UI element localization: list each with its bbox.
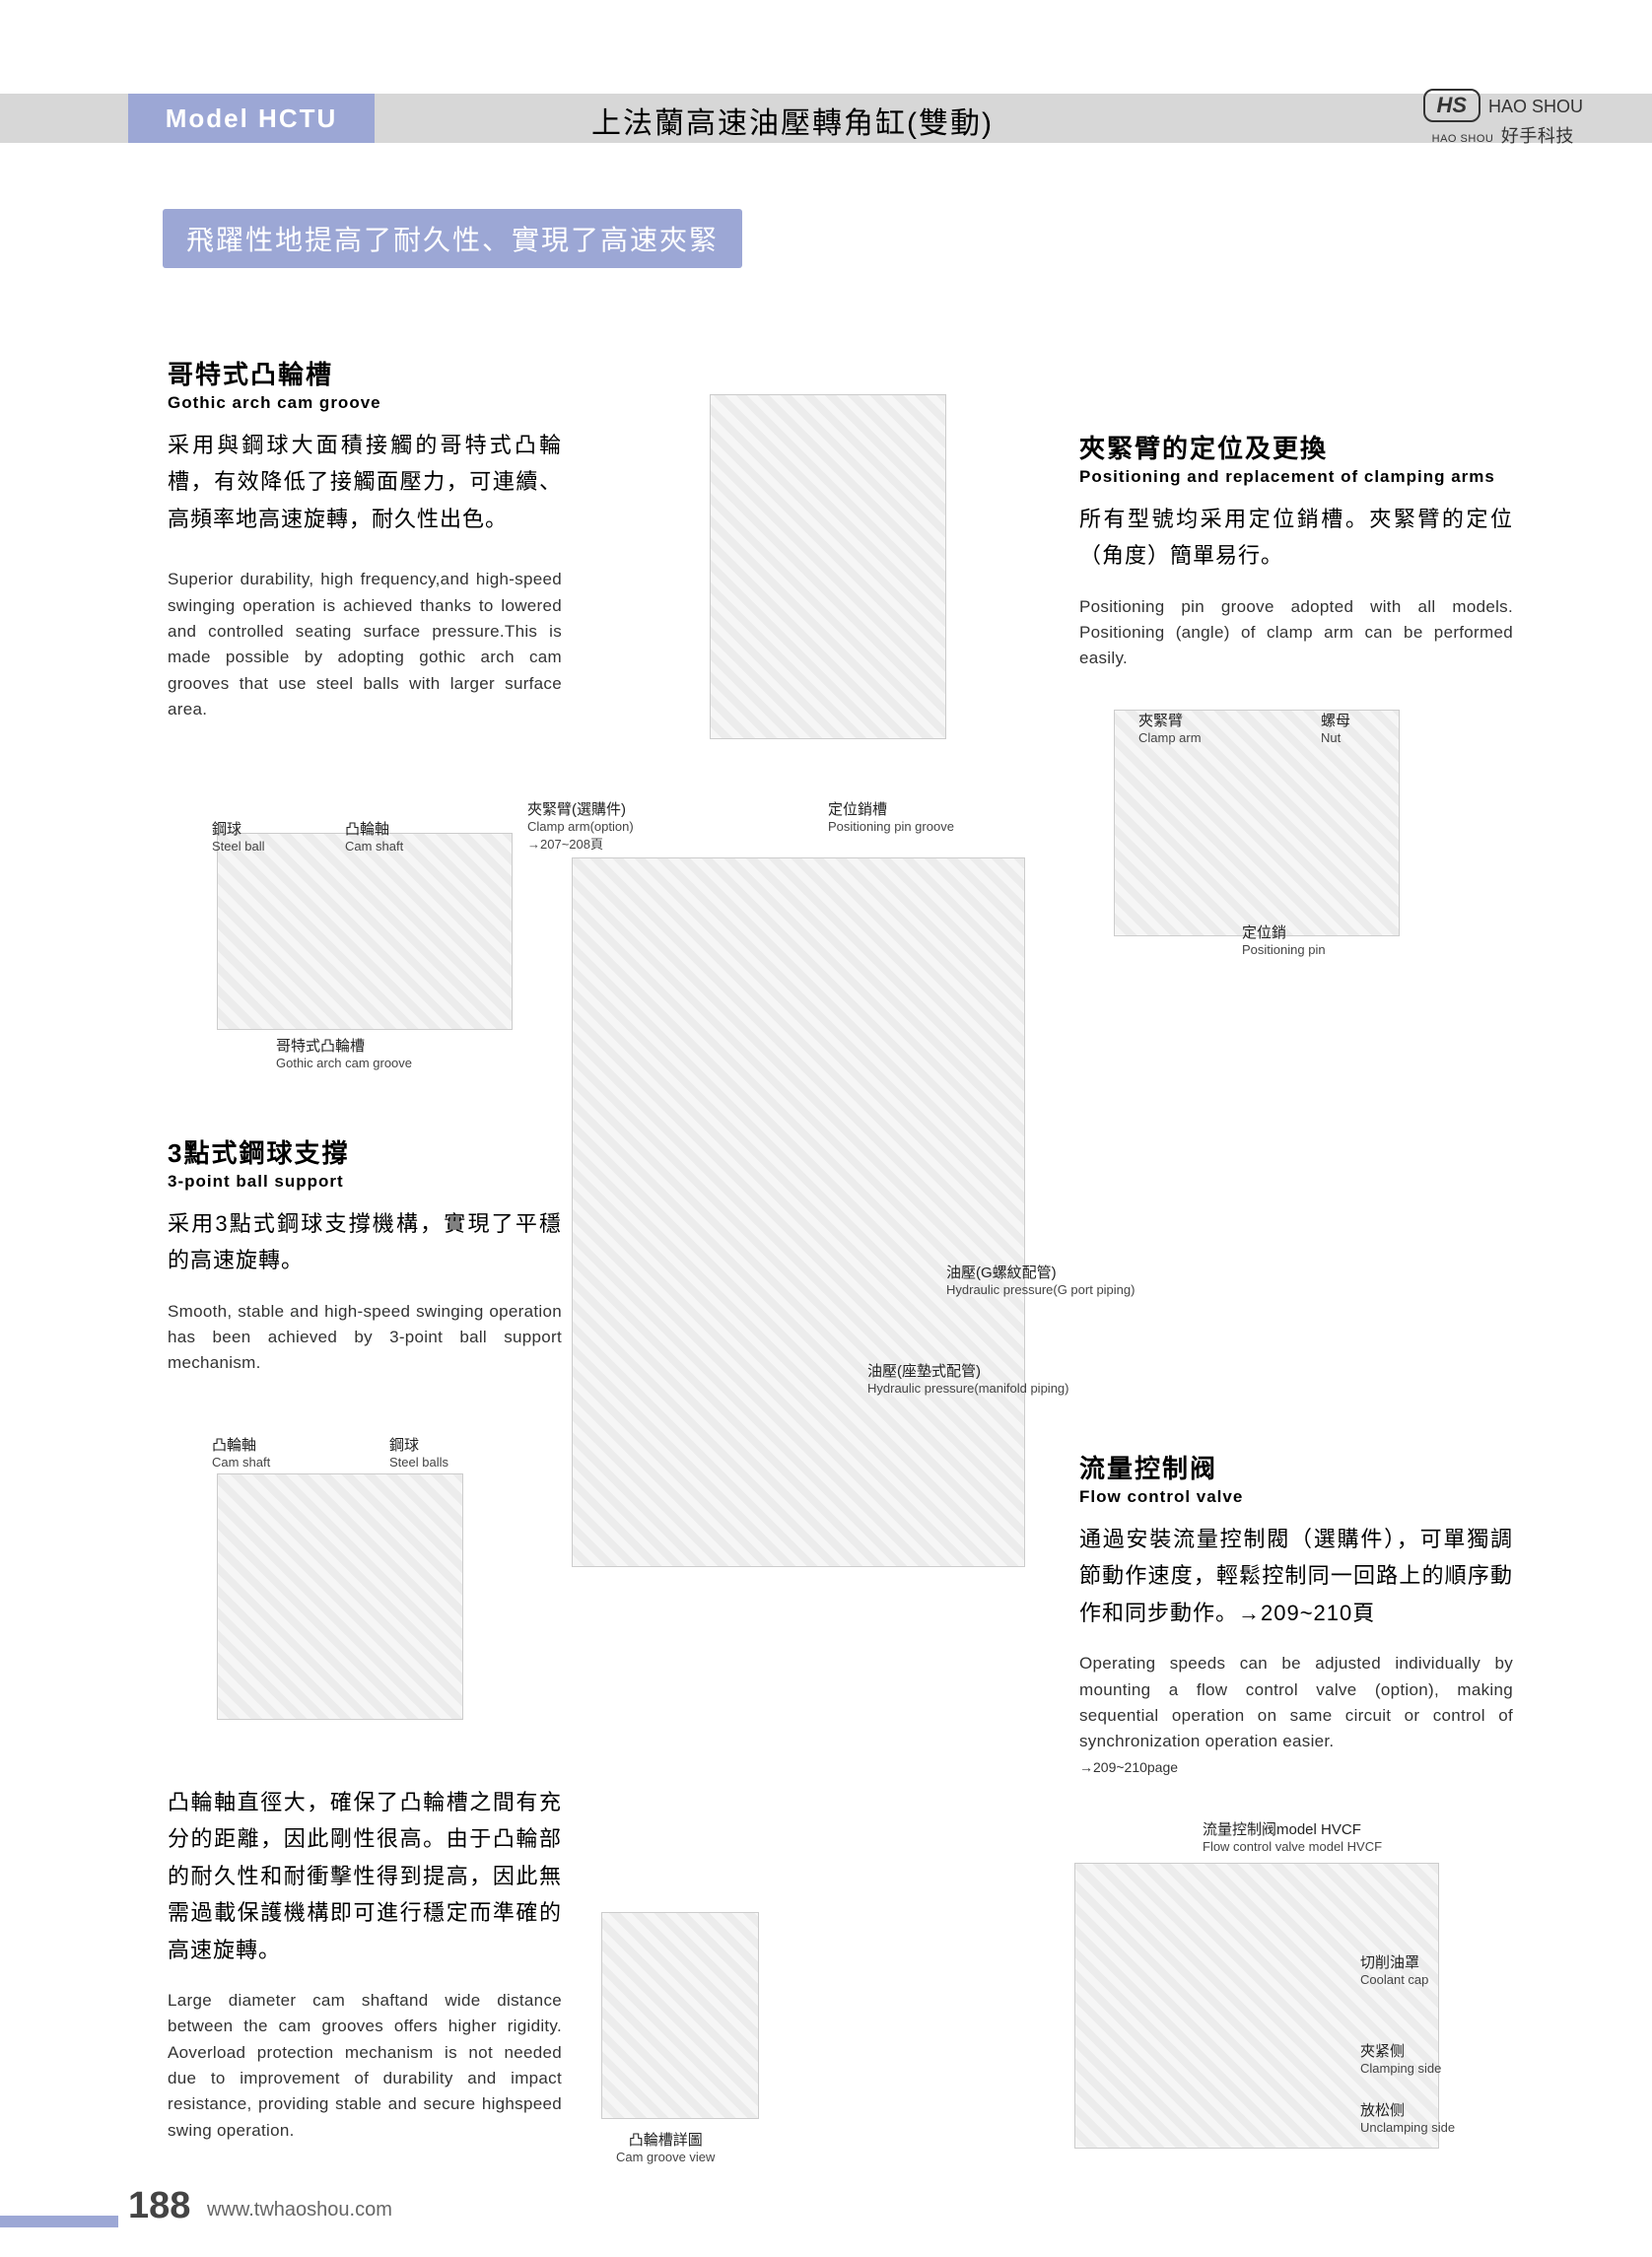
label-cam-shaft-en: Cam shaft [345,839,403,854]
label-clamp-side-cn: 夾紧侧 [1360,2043,1405,2060]
label-positioning-groove: 定位銷槽 Positioning pin groove [828,798,954,834]
label-gothic-groove: 哥特式凸輪槽 Gothic arch cam groove [276,1035,412,1070]
label-cam-shaft-2-en: Cam shaft [212,1455,270,1470]
brand-side: HAO SHOU [1488,97,1583,116]
label-clamp-arm-en: Clamp arm [1138,730,1202,745]
three-point-title-en: 3-point ball support [168,1172,562,1192]
label-unclamp-side-cn: 放松侧 [1360,2102,1405,2119]
label-steel-balls-en: Steel balls [389,1455,448,1470]
label-steel-balls-cn: 鋼球 [389,1437,419,1454]
label-cam-groove-view: 凸輪槽詳圖 Cam groove view [616,2129,715,2164]
label-cam-groove-view-en: Cam groove view [616,2150,715,2164]
cam-shaft-para-cn: 凸輪軸直徑大，確保了凸輪槽之間有充分的距離，因此剛性很高。由于凸輪部的耐久性和耐… [168,1784,562,1968]
label-cam-shaft-cn: 凸輪軸 [345,821,389,838]
label-hyd-g-cn: 油壓(G螺紋配管) [946,1265,1057,1281]
brand-sub: HAO SHOU 好手科技 [1423,122,1583,148]
footer-url: www.twhaoshou.com [207,2199,392,2222]
label-hyd-manifold-cn: 油壓(座墊式配管) [867,1363,981,1380]
flow-note: →209~210page [1079,1759,1513,1775]
three-point-para-en: Smooth, stable and high-speed swinging o… [168,1299,562,1377]
label-cam-groove-view-cn: 凸輪槽詳圖 [629,2132,703,2149]
label-coolant-cap: 切削油罩 Coolant cap [1360,1951,1428,1987]
page-title: 上法蘭高速油壓轉角缸(雙動) [591,99,994,142]
product-photo [710,394,946,739]
three-point-diagram [217,1473,463,1720]
label-clamp-arm-opt-note: →207~208頁 [527,834,634,853]
label-positioning-pin: 定位銷 Positioning pin [1242,922,1326,957]
clamp-pos-title-cn: 夾緊臂的定位及更換 [1079,429,1513,465]
label-hyd-g: 油壓(G螺紋配管) Hydraulic pressure(G port pipi… [946,1262,1135,1297]
footer-stripe [0,2216,118,2227]
section-gothic: 哥特式凸輪槽 Gothic arch cam groove 采用與鋼球大面積接觸… [168,355,562,722]
three-point-para-cn: 采用3點式鋼球支撐機構，實現了平穩的高速旋轉。 [168,1205,562,1279]
gothic-para-en: Superior durability, high frequency,and … [168,567,562,722]
label-hyd-manifold-en: Hydraulic pressure(manifold piping) [867,1381,1068,1396]
label-steel-ball: 鋼球 Steel ball [212,818,264,854]
label-hvcf-cn: 流量控制阀model HVCF [1203,1821,1361,1838]
label-clamp-arm-opt-en: Clamp arm(option) [527,819,634,834]
label-clamp-arm-cn: 夾緊臂 [1138,713,1183,729]
clamp-pos-para-cn: 所有型號均采用定位銷槽。夾緊臂的定位（角度）簡單易行。 [1079,501,1513,575]
three-point-title-cn: 3點式鋼球支撐 [168,1133,562,1170]
label-gothic-groove-cn: 哥特式凸輪槽 [276,1038,365,1055]
label-unclamp-side-en: Unclamping side [1360,2120,1455,2135]
gothic-title-en: Gothic arch cam groove [168,393,562,413]
label-steel-balls: 鋼球 Steel balls [389,1434,448,1470]
gothic-para-cn: 采用與鋼球大面積接觸的哥特式凸輪槽，有效降低了接觸面壓力，可連續、高頻率地高速旋… [168,427,562,537]
section-three-point: 3點式鋼球支撐 3-point ball support 采用3點式鋼球支撐機構… [168,1133,562,1377]
label-clamp-arm-opt: 夾緊臂(選購件) Clamp arm(option) →207~208頁 [527,798,634,853]
label-clamp-side-en: Clamping side [1360,2061,1441,2076]
page-number: 188 [128,2185,190,2227]
cam-shaft-para-en: Large diameter cam shaftand wide distanc… [168,1988,562,2144]
clamp-pos-title-en: Positioning and replacement of clamping … [1079,467,1513,487]
label-positioning-pin-en: Positioning pin [1242,942,1326,957]
brand-cn: 好手科技 [1501,126,1574,146]
main-section-drawing [572,857,1025,1567]
label-clamp-side: 夾紧侧 Clamping side [1360,2040,1441,2076]
label-hvcf: 流量控制阀model HVCF Flow control valve model… [1203,1818,1382,1854]
label-hyd-manifold: 油壓(座墊式配管) Hydraulic pressure(manifold pi… [867,1360,1068,1396]
label-clamp-arm: 夾緊臂 Clamp arm [1138,710,1202,745]
label-nut: 螺母 Nut [1321,710,1350,745]
label-positioning-groove-en: Positioning pin groove [828,819,954,834]
label-hvcf-en: Flow control valve model HVCF [1203,1839,1382,1854]
label-positioning-pin-cn: 定位銷 [1242,924,1286,941]
label-coolant-cap-en: Coolant cap [1360,1972,1428,1987]
model-badge: Model HCTU [128,94,375,143]
flow-para-cn: 通過安裝流量控制閥（選購件），可單獨調節動作速度，輕鬆控制同一回路上的順序動作和… [1079,1521,1513,1631]
label-cam-shaft: 凸輪軸 Cam shaft [345,818,403,854]
flow-title-cn: 流量控制阀 [1079,1449,1513,1485]
section-clamp-pos: 夾緊臂的定位及更換 Positioning and replacement of… [1079,429,1513,672]
cam-groove-photo [601,1912,759,2119]
brand-logo-text: HS [1423,89,1481,122]
label-clamp-arm-opt-cn: 夾緊臂(選購件) [527,801,626,818]
label-cam-shaft-2: 凸輪軸 Cam shaft [212,1434,270,1470]
brand-logo: HS HAO SHOU HAO SHOU 好手科技 [1423,89,1583,148]
flow-title-en: Flow control valve [1079,1487,1513,1507]
gothic-ball-diagram [217,833,513,1030]
section-cam-shaft-para: 凸輪軸直徑大，確保了凸輪槽之間有充分的距離，因此剛性很高。由于凸輪部的耐久性和耐… [168,1784,562,2144]
label-nut-en: Nut [1321,730,1350,745]
label-unclamp-side: 放松侧 Unclamping side [1360,2099,1455,2135]
clamp-pos-para-en: Positioning pin groove adopted with all … [1079,594,1513,672]
label-cam-shaft-2-cn: 凸輪軸 [212,1437,256,1454]
label-nut-cn: 螺母 [1321,713,1350,729]
label-gothic-groove-en: Gothic arch cam groove [276,1056,412,1070]
label-coolant-cap-cn: 切削油罩 [1360,1954,1419,1971]
label-positioning-groove-cn: 定位銷槽 [828,801,887,818]
brand-sub-en: HAO SHOU [1432,133,1494,145]
section-flow-valve: 流量控制阀 Flow control valve 通過安裝流量控制閥（選購件），… [1079,1449,1513,1775]
flow-para-en: Operating speeds can be adjusted individ… [1079,1651,1513,1754]
label-steel-ball-cn: 鋼球 [212,821,241,838]
subtitle-banner: 飛躍性地提高了耐久性、實現了高速夾緊 [163,209,742,268]
label-steel-ball-en: Steel ball [212,839,264,854]
gothic-title-cn: 哥特式凸輪槽 [168,355,562,391]
label-hyd-g-en: Hydraulic pressure(G port piping) [946,1282,1135,1297]
